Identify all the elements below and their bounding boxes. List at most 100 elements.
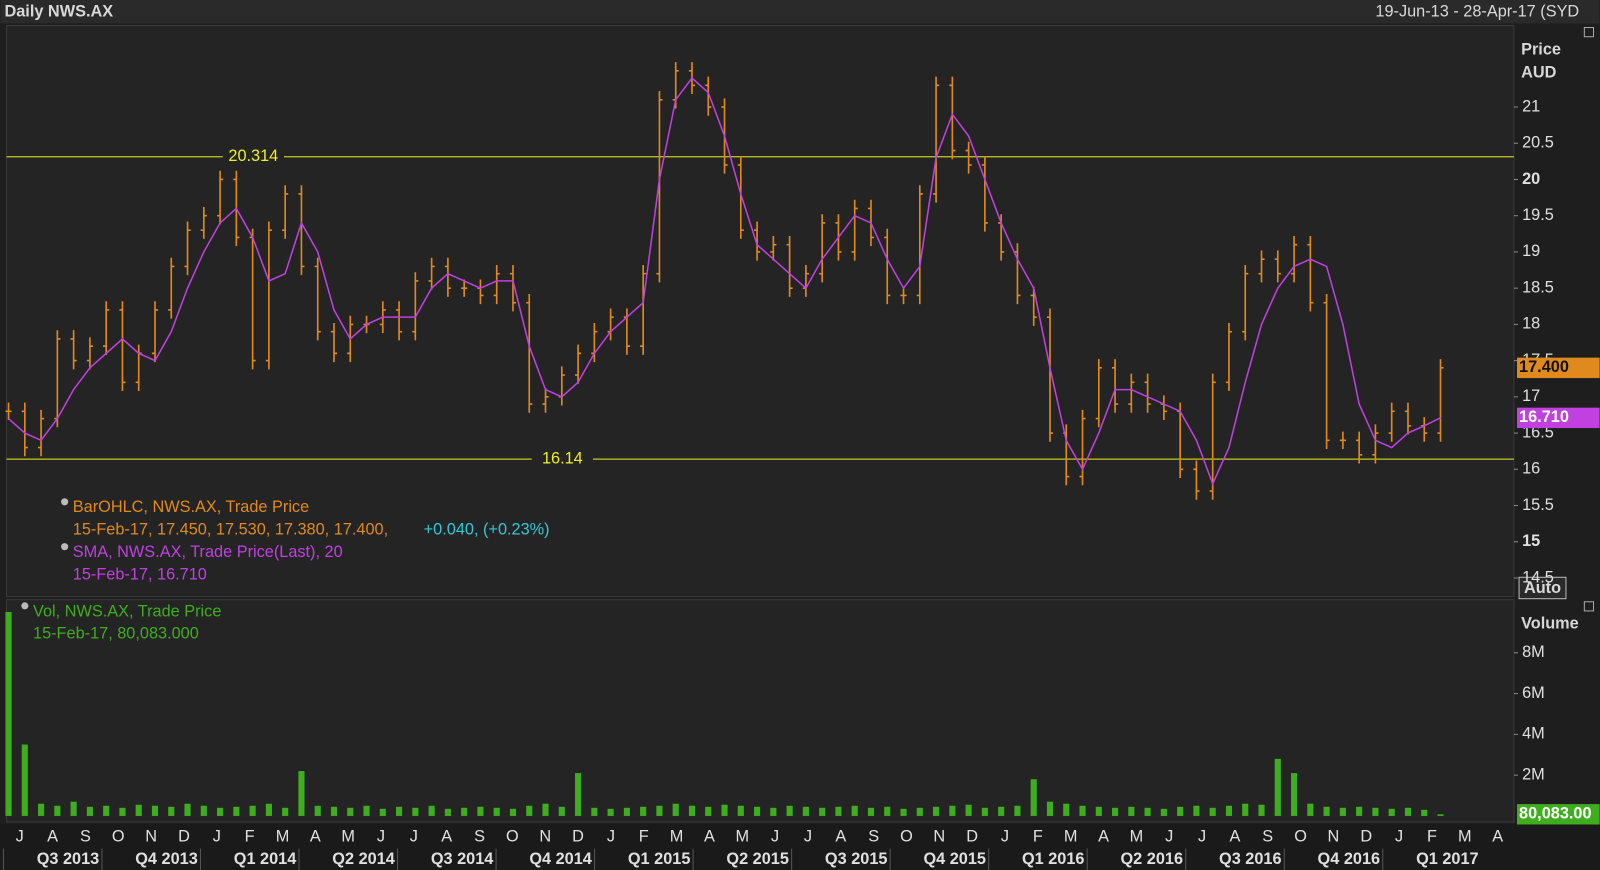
last-value-label: 17.400: [1519, 358, 1569, 376]
volume-bar: [965, 804, 972, 816]
volume-bar: [542, 803, 549, 816]
ohlc-bar: [265, 221, 272, 370]
volume-bar: [1225, 805, 1233, 816]
quarter-label: Q1 2015: [628, 850, 691, 868]
ohlc-bar: [542, 388, 549, 413]
volume-bar: [1128, 806, 1135, 816]
quarter-label: Q3 2014: [431, 850, 494, 868]
panel-icon[interactable]: [1583, 27, 1595, 38]
volume-bar: [933, 806, 940, 816]
x-tick-label: O: [112, 828, 125, 846]
quarter-label: Q4 2016: [1318, 850, 1381, 868]
volume-bar: [396, 806, 403, 816]
ohlc-bar: [1437, 359, 1444, 442]
legend-detail: 15-Feb-17, 80,083.000: [33, 625, 199, 643]
volume-bar: [54, 805, 61, 816]
quarter-label: Q2 2015: [726, 850, 789, 868]
panel-icon[interactable]: [1583, 601, 1595, 612]
ohlc-bar: [1030, 286, 1037, 326]
legend-name: BarOHLC, NWS.AX, Trade Price: [73, 498, 309, 516]
legend-icon[interactable]: [21, 602, 29, 610]
ohlc-bar: [770, 235, 777, 261]
volume-bar: [298, 771, 305, 816]
ohlc-bar: [949, 76, 956, 160]
level-label: 20.314: [228, 147, 278, 165]
level-label-bg: [222, 147, 284, 166]
ohlc-bar: [1079, 409, 1086, 486]
volume-bar: [1014, 805, 1021, 816]
volume-bar: [705, 806, 712, 816]
x-tick-label: J: [607, 828, 615, 846]
volume-bar: [412, 807, 419, 816]
y-tick-label: 15.5: [1522, 496, 1554, 514]
last-value-label: 80,083.00: [1519, 805, 1592, 823]
ohlc-bar: [737, 156, 744, 239]
ohlc-bar: [1242, 264, 1249, 341]
ohlc-bar: [1128, 373, 1135, 413]
volume-bar: [428, 805, 435, 816]
x-tick-label: J: [1395, 828, 1403, 846]
volume-bar: [1177, 806, 1184, 816]
y-tick-label: 19: [1522, 242, 1540, 260]
volume-bar: [770, 807, 777, 816]
volume-bar: [5, 611, 12, 816]
legend-icon[interactable]: [61, 543, 69, 551]
volume-bar: [363, 805, 370, 816]
volume-bar: [884, 806, 891, 816]
volume-bar: [1095, 806, 1102, 816]
ohlc-bar: [705, 76, 712, 116]
volume-bar: [672, 803, 679, 816]
x-tick-label: A: [1098, 828, 1109, 846]
volume-bar: [1307, 803, 1314, 816]
x-tick-label: A: [47, 828, 58, 846]
volume-bar: [916, 807, 923, 816]
x-tick-label: F: [245, 828, 255, 846]
sma-line: [8, 76, 1441, 486]
ohlc-bar: [330, 322, 338, 363]
ohlc-bar: [1046, 308, 1054, 442]
volume-bar: [1046, 801, 1054, 816]
y-tick-label: 19.5: [1522, 206, 1554, 224]
quarter-label: Q2 2016: [1121, 850, 1184, 868]
volume-bar: [282, 807, 289, 816]
volume-bar: [835, 806, 842, 816]
x-tick-label: M: [735, 828, 749, 846]
volume-bar: [949, 805, 956, 816]
ohlc-bar: [1274, 250, 1281, 283]
volume-bar: [575, 773, 582, 816]
volume-bar: [867, 807, 875, 816]
volume-bar: [623, 807, 630, 816]
ohlc-bar: [461, 279, 468, 297]
volume-bar: [493, 807, 500, 816]
legend-name: Vol, NWS.AX, Trade Price: [33, 602, 221, 620]
y-tick-label: 20.5: [1522, 134, 1554, 152]
ohlc-bar: [1095, 359, 1102, 428]
x-tick-label: J: [804, 828, 812, 846]
ohlc-bar: [1144, 373, 1151, 413]
ohlc-bar: [86, 337, 93, 370]
x-tick-label: A: [704, 828, 715, 846]
quarter-label: Q3 2013: [37, 850, 100, 868]
ohlc-bar: [526, 293, 533, 413]
volume-bar: [1209, 807, 1216, 816]
volume-panel: [5, 599, 1515, 823]
ohlc-bar: [1193, 460, 1200, 500]
volume-bar: [591, 807, 598, 816]
ohlc-bar: [428, 257, 435, 290]
auto-button[interactable]: [1518, 576, 1567, 600]
y-tick-label: 18: [1522, 315, 1540, 333]
volume-bar: [477, 806, 484, 816]
volume-bar: [168, 806, 175, 816]
y-tick-label: 4M: [1522, 725, 1545, 743]
ohlc-bar: [119, 301, 126, 392]
x-tick-label: D: [1360, 828, 1372, 846]
quarter-label: Q4 2014: [529, 850, 592, 868]
volume-bar: [721, 804, 728, 816]
legend-icon[interactable]: [61, 498, 69, 506]
auto-button-label[interactable]: Auto: [1524, 579, 1561, 597]
x-tick-label: O: [1294, 828, 1307, 846]
ohlc-bar: [656, 91, 663, 283]
volume-bar: [981, 807, 988, 816]
